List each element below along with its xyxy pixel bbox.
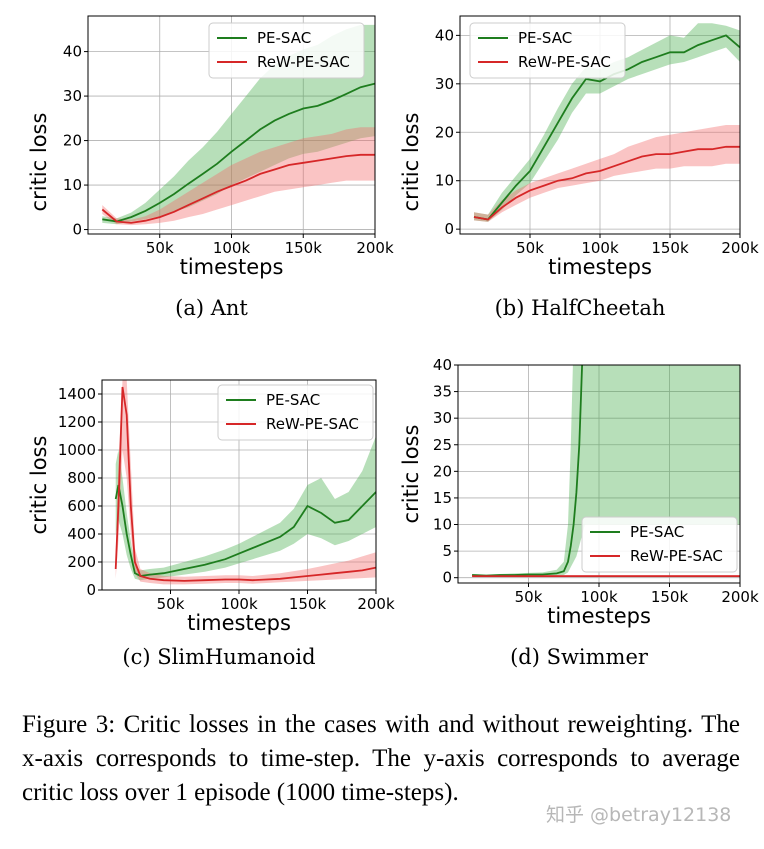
- legend: PE-SAC ReW-PE-SAC: [208, 22, 365, 79]
- y-tick-label: 20: [433, 462, 452, 480]
- chart-panel-4: 50k 100k 150k 200k 0 5 10 15 20 25 30 35 40 timesteps…: [399, 356, 759, 669]
- y-tick-label: 600: [67, 497, 96, 515]
- legend: PE-SAC ReW-PE-SAC: [581, 516, 738, 573]
- figure-caption: Figure 3: Critic losses in the cases wit…: [22, 711, 740, 806]
- legend-entry: PE-SAC: [518, 29, 572, 47]
- x-tick-label: 200k: [721, 588, 759, 606]
- x-tick-label: 150k: [289, 595, 327, 613]
- band-rew-pe-sac: [115, 380, 376, 585]
- y-tick-label: 0: [86, 581, 96, 599]
- x-axis-label: timesteps: [547, 604, 651, 628]
- y-tick-label: 0: [442, 569, 452, 587]
- legend-entry: ReW-PE-SAC: [518, 53, 611, 71]
- line-rew-pe-sac: [473, 145, 740, 221]
- x-axis-label: timesteps: [187, 611, 291, 635]
- y-tick-label: 10: [433, 516, 452, 534]
- x-tick-label: 200k: [721, 239, 759, 257]
- y-tick-label: 400: [67, 525, 96, 543]
- legend-entry: ReW-PE-SAC: [266, 415, 359, 433]
- subcaption: (c) SlimHumanoid: [122, 645, 315, 669]
- x-axis-label: timesteps: [548, 255, 652, 279]
- y-tick-label: 1400: [58, 385, 96, 403]
- x-tick-label: 150k: [651, 588, 689, 606]
- x-tick-label: 100k: [220, 595, 258, 613]
- subcaption: (a) Ant: [175, 296, 248, 320]
- line-pe-sac: [114, 484, 376, 577]
- y-tick-label: 30: [433, 409, 452, 427]
- y-tick-label: 35: [433, 383, 452, 401]
- line-pe-sac: [472, 365, 584, 577]
- band-rew-pe-sac: [102, 127, 375, 226]
- legend: PE-SAC ReW-PE-SAC: [217, 384, 374, 441]
- x-tick-label: 100k: [580, 588, 618, 606]
- y-tick-label: 5: [442, 542, 452, 560]
- legend-entry: ReW-PE-SAC: [630, 547, 723, 565]
- y-tick-label: 30: [435, 75, 454, 93]
- x-tick-label: 50k: [157, 595, 185, 613]
- x-tick-label: 100k: [581, 239, 619, 257]
- y-tick-label: 40: [63, 43, 82, 61]
- y-tick-label: 20: [63, 132, 82, 150]
- y-tick-label: 10: [63, 176, 82, 194]
- y-tick-label: 800: [67, 469, 96, 487]
- chart-panel-1: 50k 100k 150k 200k 0 10 20 30 40 timesteps critic …: [27, 15, 394, 320]
- y-tick-label: 10: [435, 172, 454, 190]
- y-axis-label: critic loss: [27, 113, 51, 212]
- y-axis-label: critic loss: [27, 436, 51, 535]
- band-pe-sac: [115, 436, 376, 581]
- legend-entry: PE-SAC: [266, 391, 320, 409]
- y-axis-label: critic loss: [399, 113, 423, 212]
- x-axis-label: timesteps: [180, 255, 284, 279]
- x-tick-label: 150k: [285, 239, 323, 257]
- chart-panel-3: 50k 100k 150k 200k 0 200 400 600 800 1000 1200 1400…: [27, 379, 395, 669]
- x-tick-label: 50k: [515, 588, 543, 606]
- y-tick-label: 0: [444, 220, 454, 238]
- legend-entry: ReW-PE-SAC: [257, 53, 350, 71]
- legend-entry: PE-SAC: [257, 29, 311, 47]
- x-tick-label: 100k: [213, 239, 251, 257]
- watermark: 知乎 @betray12138: [546, 804, 732, 826]
- y-tick-label: 25: [433, 436, 452, 454]
- y-tick-label: 30: [63, 87, 82, 105]
- y-tick-label: 15: [433, 489, 452, 507]
- x-tick-label: 200k: [357, 595, 395, 613]
- figure-panels: 50k 100k 150k 200k 0 10 20 30 40 timesteps critic …: [27, 15, 759, 669]
- y-tick-label: 20: [435, 123, 454, 141]
- y-tick-label: 0: [72, 221, 82, 239]
- x-tick-label: 200k: [356, 239, 394, 257]
- line-rew-pe-sac: [101, 153, 375, 224]
- y-tick-label: 40: [433, 356, 452, 374]
- line-pe-sac: [102, 82, 375, 223]
- y-axis-label: critic loss: [399, 425, 423, 524]
- line-rew-pe-sac: [114, 386, 376, 582]
- chart-panel-2: 50k 100k 150k 200k 0 10 20 30 40 timesteps critic …: [399, 15, 759, 320]
- band-pe-sac: [474, 23, 740, 222]
- y-tick-label: 200: [67, 553, 96, 571]
- legend-entry: PE-SAC: [630, 523, 684, 541]
- y-tick-label: 1200: [58, 413, 96, 431]
- y-tick-label: 1000: [58, 441, 96, 459]
- legend: PE-SAC ReW-PE-SAC: [469, 22, 626, 79]
- x-tick-label: 50k: [146, 239, 174, 257]
- x-tick-label: 50k: [516, 239, 544, 257]
- subcaption: (b) HalfCheetah: [495, 296, 666, 320]
- y-tick-label: 40: [435, 26, 454, 44]
- subcaption: (d) Swimmer: [510, 645, 649, 669]
- x-tick-label: 150k: [651, 239, 689, 257]
- band-rew-pe-sac: [474, 125, 740, 222]
